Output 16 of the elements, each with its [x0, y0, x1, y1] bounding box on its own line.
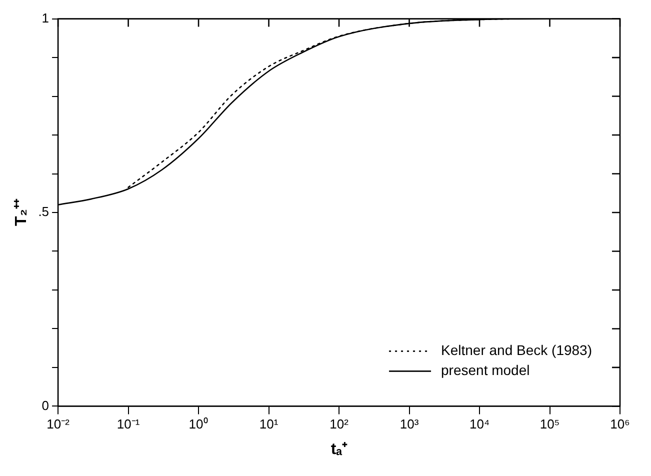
- x-tick-label: 10³: [400, 416, 420, 432]
- legend-label: Keltner and Beck (1983): [441, 342, 592, 358]
- x-tick-label: 10⁻¹: [116, 416, 140, 432]
- x-tick-label: 10⁰: [188, 416, 208, 432]
- y-tick-label: .5: [38, 204, 50, 220]
- y-tick-label: 0: [42, 398, 50, 413]
- x-tick-label: 10⁻²: [46, 416, 70, 432]
- x-tick-label: 10⁶: [610, 416, 630, 432]
- x-tick-label: 10²: [330, 416, 350, 432]
- legend-label: present model: [441, 362, 530, 378]
- x-tick-label: 10⁵: [540, 416, 560, 432]
- y-tick-label: 1: [42, 10, 50, 26]
- x-tick-label: 10⁴: [469, 416, 490, 432]
- x-tick-label: 10¹: [259, 416, 279, 432]
- y-axis-title: T₂⁺⁺: [13, 198, 30, 226]
- x-axis-title: tₐ⁺: [330, 440, 348, 458]
